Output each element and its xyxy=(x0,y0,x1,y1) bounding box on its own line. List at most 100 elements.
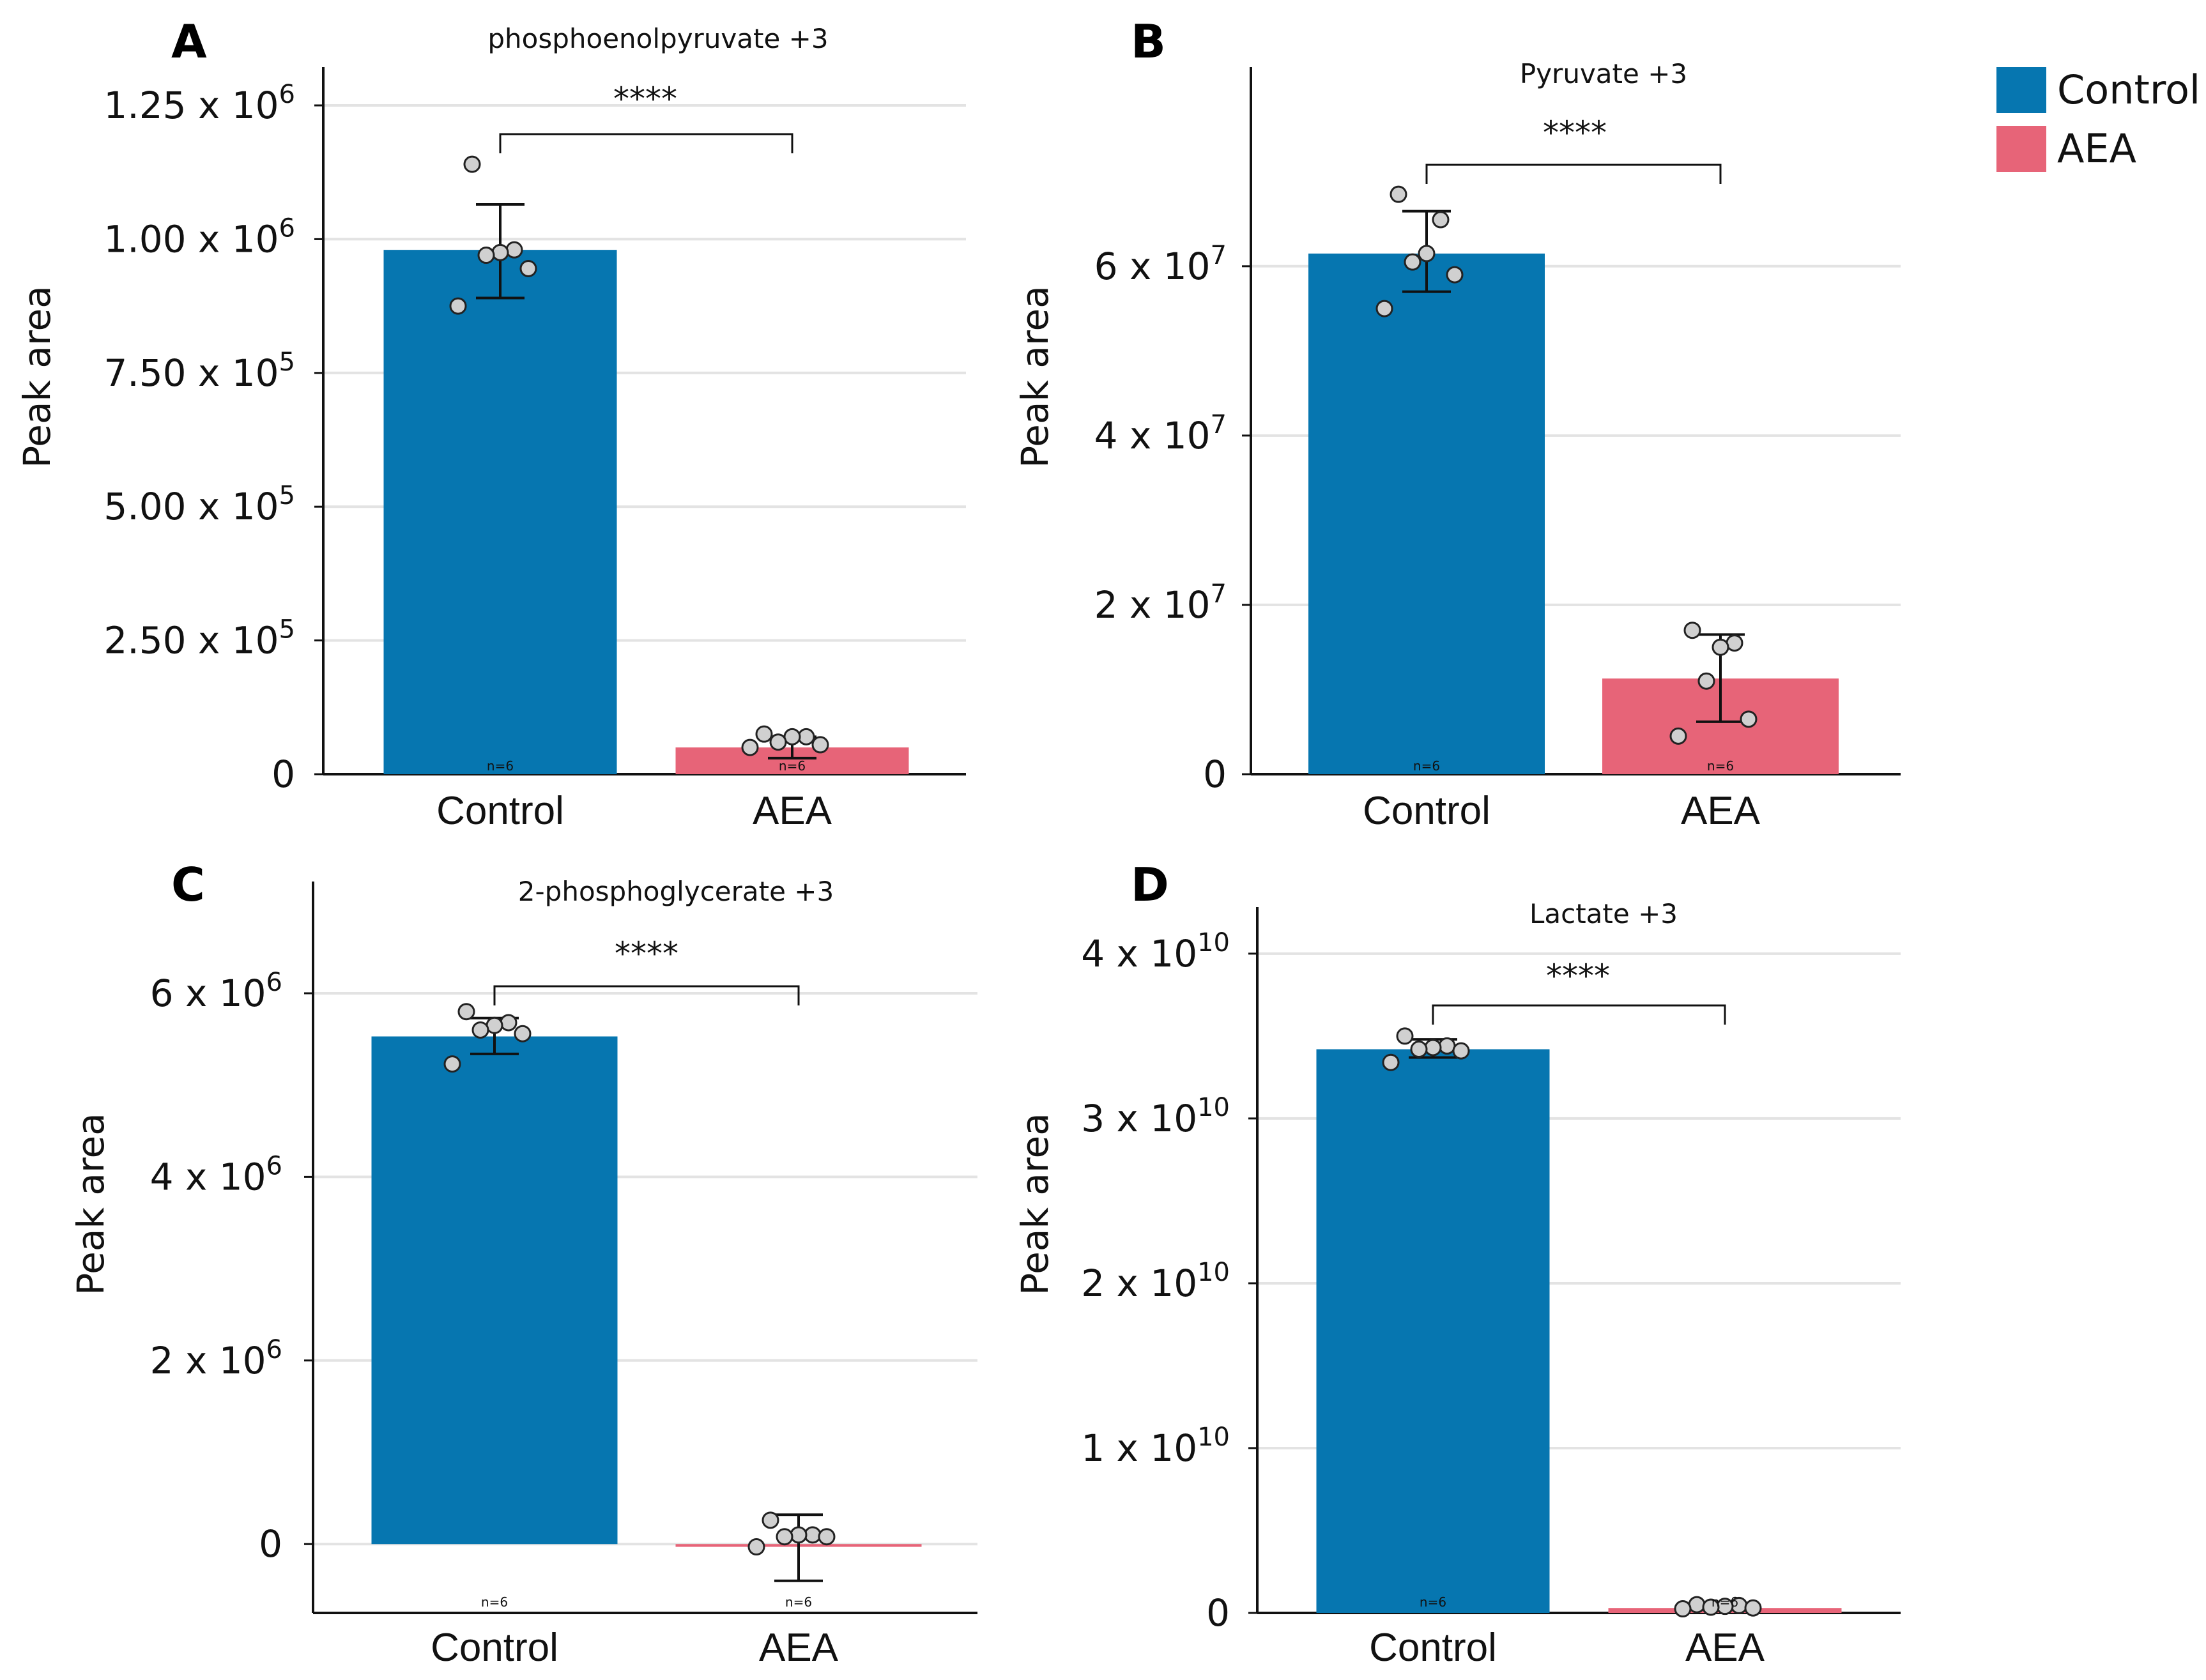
data-point xyxy=(1688,1596,1706,1614)
significance-bracket xyxy=(493,985,800,1005)
data-point xyxy=(1446,266,1464,284)
y-tick-label: 2 x 106 xyxy=(150,1335,282,1382)
y-tick-label: 3 x 1010 xyxy=(1081,1093,1230,1140)
data-point xyxy=(811,736,829,754)
data-point xyxy=(762,1511,779,1529)
data-point xyxy=(797,728,815,745)
y-tick-label: 7.50 x 105 xyxy=(103,347,295,395)
bar-control xyxy=(371,1036,618,1545)
data-point xyxy=(1375,300,1393,317)
significance-bracket xyxy=(1425,164,1722,184)
n-label: n=6 xyxy=(785,1594,812,1610)
y-axis-label: Peak area xyxy=(15,286,59,468)
data-point xyxy=(818,1528,836,1546)
data-point xyxy=(1438,1037,1456,1055)
chart-title: Pyruvate +3 xyxy=(1520,58,1687,89)
y-tick-label: 4 x 107 xyxy=(1094,410,1227,457)
data-point xyxy=(1712,638,1729,656)
y-tick-label: 0 xyxy=(259,1522,282,1566)
y-tick-label: 2.50 x 105 xyxy=(103,615,295,662)
data-point xyxy=(1674,1600,1692,1618)
y-axis-label: Peak area xyxy=(1013,286,1057,468)
data-point xyxy=(514,1025,532,1042)
panel-letter: C xyxy=(171,858,205,912)
panel-letter: B xyxy=(1131,15,1166,68)
data-point xyxy=(1452,1042,1470,1060)
y-tick-label: 2 x 107 xyxy=(1094,579,1227,627)
data-point xyxy=(1669,727,1687,745)
data-point xyxy=(747,1538,765,1556)
data-point xyxy=(457,1003,475,1021)
y-tick-label: 0 xyxy=(1203,752,1227,796)
n-label: n=6 xyxy=(779,758,806,774)
data-point xyxy=(1390,185,1407,203)
y-tick-label: 1 x 1010 xyxy=(1081,1423,1230,1470)
legend: Control AEA xyxy=(1996,66,2200,172)
bar-control xyxy=(1316,1049,1550,1613)
significance-label: **** xyxy=(613,80,677,118)
x-category-label: Control xyxy=(1369,1626,1497,1670)
n-label: n=6 xyxy=(1707,758,1734,774)
data-point xyxy=(1382,1053,1400,1071)
data-point xyxy=(1432,211,1450,229)
data-point xyxy=(1740,710,1758,728)
panel-D: 0 1 x 1010 2 x 1010 3 x 1010 4 x 1010 n=6 n=6 *… xyxy=(1013,858,1901,1670)
y-tick-label: 1.25 x 106 xyxy=(103,80,295,127)
data-point xyxy=(1683,622,1701,639)
data-point xyxy=(486,1016,503,1034)
legend-label-aea: AEA xyxy=(2057,125,2136,172)
data-point xyxy=(500,1014,517,1032)
significance-label: **** xyxy=(1546,958,1610,995)
data-point xyxy=(463,155,481,173)
chart-title: Lactate +3 xyxy=(1529,898,1678,929)
data-point xyxy=(804,1526,822,1544)
y-tick-label: 6 x 106 xyxy=(150,968,282,1015)
data-point xyxy=(776,1528,793,1546)
data-point xyxy=(741,738,759,756)
data-point xyxy=(790,1526,808,1544)
x-category-label: AEA xyxy=(1681,789,1761,833)
data-point xyxy=(519,259,537,277)
x-category-label: AEA xyxy=(753,789,832,833)
y-tick-label: 0 xyxy=(272,752,295,796)
x-category-label: AEA xyxy=(1685,1626,1765,1670)
x-category-label: Control xyxy=(431,1626,558,1670)
panel-C: 0 2 x 106 4 x 106 6 x 106 n=6 n=6 **** Control A… xyxy=(69,858,977,1670)
y-tick-label: 4 x 106 xyxy=(150,1151,282,1198)
data-point xyxy=(449,297,467,315)
data-point xyxy=(477,247,495,264)
n-label: n=6 xyxy=(1420,1594,1446,1610)
x-category-label: Control xyxy=(436,789,564,833)
panel-A: 0 2.50 x 105 5.00 x 105 7.50 x 105 1.00 x 10… xyxy=(15,15,966,833)
data-point xyxy=(1744,1599,1762,1617)
significance-label: **** xyxy=(615,935,678,972)
data-point xyxy=(443,1055,461,1073)
data-point xyxy=(1396,1027,1414,1045)
data-point xyxy=(1404,253,1421,271)
data-point xyxy=(769,733,787,751)
panel-B: 0 2 x 107 4 x 107 6 x 107 n=6 n=6 **** Control A… xyxy=(1013,15,1901,833)
significance-label: **** xyxy=(1543,114,1607,151)
data-point xyxy=(471,1021,489,1039)
data-point xyxy=(1726,634,1743,652)
bar-control xyxy=(383,250,617,775)
chart-title: phosphoenolpyruvate +3 xyxy=(487,23,828,54)
y-axis-label: Peak area xyxy=(1013,1113,1057,1295)
n-label: n=6 xyxy=(481,1594,508,1610)
y-tick-label: 0 xyxy=(1206,1591,1230,1635)
n-label: n=6 xyxy=(487,758,514,774)
legend-label-control: Control xyxy=(2057,66,2200,113)
panel-letter: A xyxy=(171,15,207,68)
data-point xyxy=(505,241,523,259)
data-point xyxy=(783,728,801,745)
y-tick-label: 5.00 x 105 xyxy=(103,481,295,528)
n-label: n=6 xyxy=(1413,758,1440,774)
panel-letter: D xyxy=(1131,858,1169,912)
chart-title: 2-phosphoglycerate +3 xyxy=(518,876,834,907)
y-axis-label: Peak area xyxy=(69,1113,112,1295)
y-tick-label: 4 x 1010 xyxy=(1081,928,1230,975)
bar-control xyxy=(1308,253,1545,774)
legend-swatch-aea xyxy=(1996,126,2046,172)
x-category-label: Control xyxy=(1363,789,1490,833)
significance-bracket xyxy=(1432,1004,1726,1025)
